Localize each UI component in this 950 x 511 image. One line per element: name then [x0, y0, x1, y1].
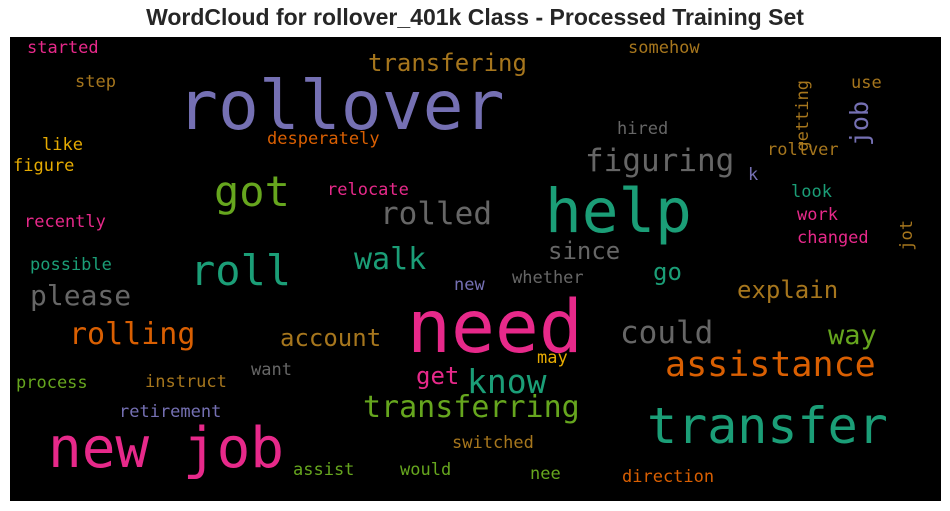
word-assist: assist — [293, 460, 355, 480]
word-transferring: transferring — [363, 390, 580, 425]
word-hired: hired — [617, 119, 669, 139]
word-help: help — [545, 176, 692, 247]
word-transfering: transfering — [368, 49, 527, 77]
word-rolling: rolling — [69, 317, 196, 352]
word-rolled: rolled — [380, 196, 492, 232]
word-assistance: assistance — [665, 345, 876, 385]
word-possible: possible — [30, 255, 112, 275]
word-roll: roll — [190, 246, 292, 295]
word-get: get — [416, 362, 460, 390]
word-want: want — [251, 360, 292, 380]
word-switched: switched — [452, 433, 534, 453]
word-recently: recently — [24, 212, 106, 232]
word-job: job — [845, 101, 874, 147]
word-k: k — [748, 165, 759, 185]
word-since: since — [548, 237, 621, 265]
word-figure: figure — [13, 156, 75, 176]
word-transfer: transfer — [647, 397, 888, 455]
word-direction: direction — [622, 467, 715, 487]
word-retirement: retirement — [119, 402, 222, 422]
word-would: would — [400, 460, 452, 480]
word-please: please — [30, 279, 132, 312]
wordcloud-canvas: rollover need help new job transfer got roll as… — [10, 37, 941, 501]
word-way: way — [828, 320, 877, 351]
word-rollover: rollover — [177, 67, 505, 146]
word-instruct: instruct — [145, 372, 227, 392]
word-may: may — [537, 348, 568, 368]
word-step: step — [75, 72, 116, 92]
word-like: like — [42, 135, 83, 155]
word-nee: nee — [530, 464, 561, 484]
word-got: got — [214, 167, 290, 216]
word-use: use — [851, 73, 882, 93]
word-could: could — [620, 315, 714, 351]
word-rollver: rollver — [767, 140, 839, 160]
chart-title: WordCloud for rollover_401k Class - Proc… — [146, 4, 804, 30]
word-changed: changed — [797, 228, 869, 248]
word-need: need — [407, 285, 583, 370]
word-whether: whether — [512, 268, 584, 288]
word-go: go — [653, 258, 682, 286]
word-figuring: figuring — [585, 143, 735, 179]
word-new-job: new job — [48, 416, 285, 481]
word-walk: walk — [354, 242, 427, 277]
word-relocate: relocate — [327, 180, 409, 200]
word-work: work — [797, 205, 838, 225]
word-started: started — [27, 38, 99, 58]
word-somehow: somehow — [628, 38, 700, 58]
word-new: new — [454, 275, 485, 295]
word-desperately: desperately — [267, 129, 380, 149]
word-account: account — [280, 324, 382, 352]
word-process: process — [16, 373, 88, 393]
word-look: look — [791, 182, 832, 202]
word-jot: jot — [897, 220, 917, 251]
word-know: know — [467, 362, 547, 401]
word-explain: explain — [737, 276, 839, 304]
